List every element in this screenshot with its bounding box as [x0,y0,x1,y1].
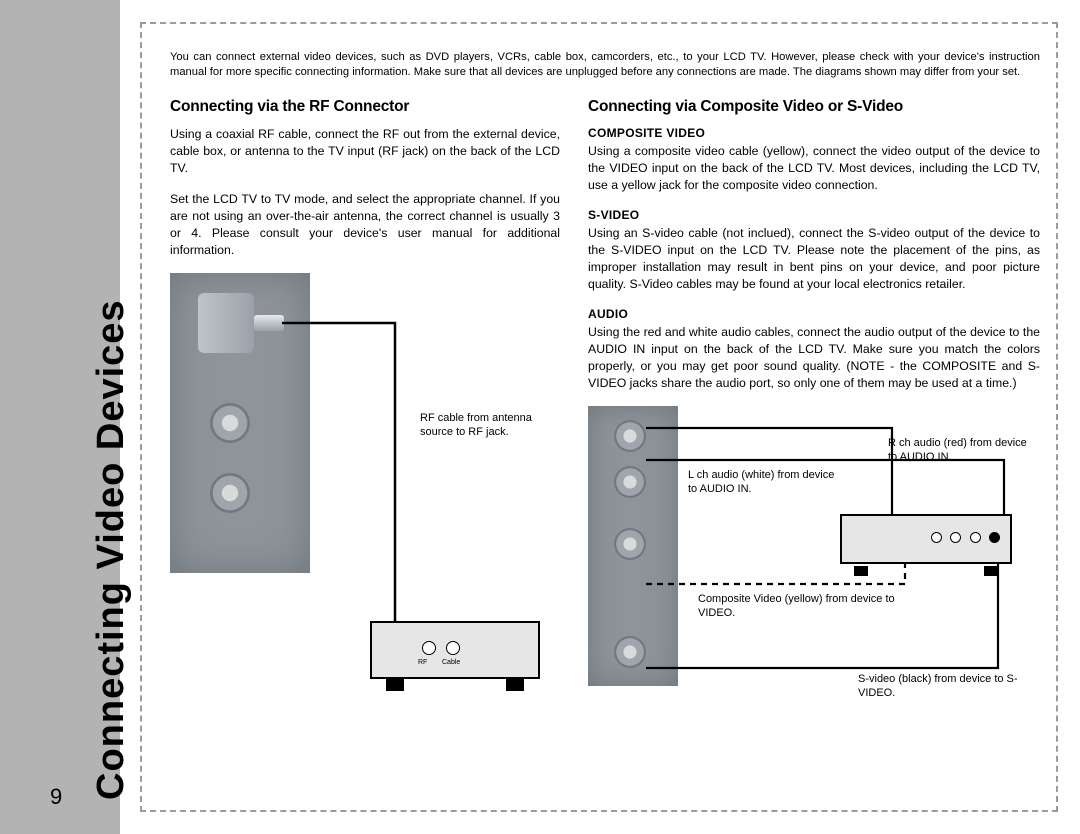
svid-caption: S-video (black) from device to S-VIDEO. [858,672,1018,701]
device-port-2-icon [446,641,460,655]
port-label-rf: RF [418,659,427,666]
av-port-2-icon [950,532,961,543]
device-port-1-icon [422,641,436,655]
device-foot-left [386,677,404,691]
comp-caption: Composite Video (yellow) from device to … [698,592,898,621]
intro-paragraph: You can connect external video devices, … [170,50,1040,80]
composite-heading: Connecting via Composite Video or S-Vide… [588,98,1040,116]
sidebar-title: Connecting Video Devices [90,299,133,800]
rf-paragraph-1: Using a coaxial RF cable, connect the RF… [170,126,560,177]
av-device-box [840,514,1012,564]
device-foot-right [506,677,524,691]
page-number: 9 [50,784,62,810]
rf-caption: RF cable from antenna source to RF jack. [420,411,540,440]
av-foot-right [984,566,998,576]
av-foot-left [854,566,868,576]
svideo-subheading: S-Video [588,208,1040,222]
source-device-box: RF Cable [370,621,540,679]
audio-paragraph: Using the red and white audio cables, co… [588,324,1040,392]
av-port-3-icon [970,532,981,543]
svideo-paragraph: Using an S-video cable (not inclued), co… [588,225,1040,293]
right-column: Connecting via Composite Video or S-Vide… [588,98,1040,706]
content-area: You can connect external video devices, … [170,50,1040,706]
sidebar: Connecting Video Devices 9 [0,0,120,834]
composite-diagram: R ch audio (red) from device to AUDIO IN… [588,406,1040,706]
av-port-svideo-icon [989,532,1000,543]
rf-paragraph-2: Set the LCD TV to TV mode, and select th… [170,191,560,259]
rf-heading: Connecting via the RF Connector [170,98,560,116]
port-label-cable: Cable [442,659,460,666]
two-column-layout: Connecting via the RF Connector Using a … [170,98,1040,706]
composite-paragraph: Using a composite video cable (yellow), … [588,143,1040,194]
composite-subheading: Composite Video [588,126,1040,140]
left-column: Connecting via the RF Connector Using a … [170,98,560,706]
lch-caption: L ch audio (white) from device to AUDIO … [688,468,838,497]
av-port-1-icon [931,532,942,543]
rch-caption: R ch audio (red) from device to AUDIO IN… [888,436,1038,465]
rf-diagram: RF cable from antenna source to RF jack.… [170,273,560,703]
audio-subheading: Audio [588,307,1040,321]
